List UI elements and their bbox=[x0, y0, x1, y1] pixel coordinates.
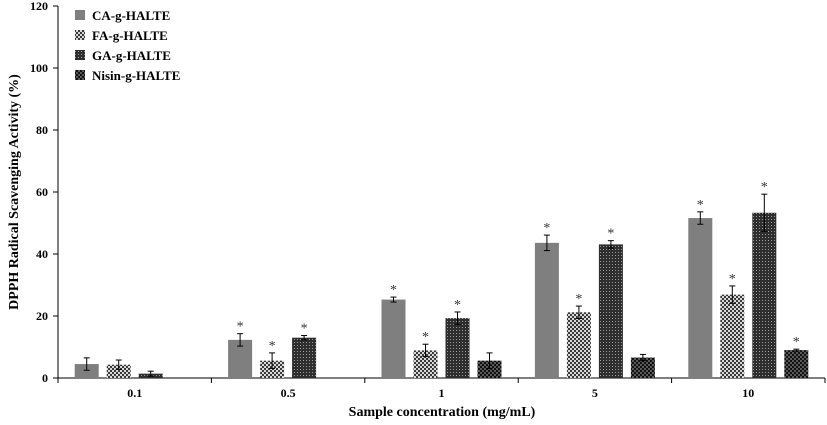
x-tick-label: 0.1 bbox=[127, 386, 142, 400]
y-tick-label: 60 bbox=[36, 185, 48, 199]
bar-ca-g-halte-10 bbox=[688, 218, 713, 378]
significance-mark: * bbox=[793, 335, 800, 350]
significance-mark: * bbox=[607, 227, 614, 242]
bar-fa-g-halte-0.5 bbox=[260, 360, 285, 378]
y-tick-label: 120 bbox=[30, 0, 48, 13]
legend-swatch bbox=[75, 70, 85, 80]
y-tick-label: 100 bbox=[30, 61, 48, 75]
y-axis-ticks: 0 20 40 60 80 100 120 bbox=[30, 0, 58, 385]
bar-nisin-g-halte-1 bbox=[477, 360, 502, 378]
bar-ca-g-halte-1 bbox=[381, 299, 406, 378]
legend-swatch bbox=[75, 30, 85, 40]
significance-mark: * bbox=[454, 298, 461, 313]
significance-mark: * bbox=[237, 320, 244, 335]
bars: * * * * * * * * * * * * * bbox=[74, 180, 809, 378]
x-tick-label: 0.5 bbox=[281, 386, 296, 400]
bar-ca-g-halte-5 bbox=[534, 242, 559, 378]
bar-ga-g-halte-1 bbox=[445, 318, 470, 378]
significance-mark: * bbox=[543, 221, 550, 236]
significance-mark: * bbox=[301, 322, 308, 337]
bar-ca-g-halte-0.1 bbox=[74, 364, 99, 378]
bar-ga-g-halte-5 bbox=[598, 244, 623, 378]
bar-nisin-g-halte-10 bbox=[784, 350, 809, 378]
significance-mark: * bbox=[269, 339, 276, 354]
bar-ga-g-halte-0.5 bbox=[292, 337, 317, 378]
significance-mark: * bbox=[390, 283, 397, 298]
legend: CA-g-HALTE FA-g-HALTE GA-g-HALTE Nisin-g-HA… bbox=[75, 8, 180, 83]
bar-fa-g-halte-5 bbox=[566, 312, 591, 378]
x-tick-label: 10 bbox=[742, 386, 754, 400]
legend-swatch bbox=[75, 50, 85, 60]
y-tick-label: 20 bbox=[36, 309, 48, 323]
y-axis-title: DPPH Radical Scavenging Activity (%) bbox=[7, 74, 22, 310]
x-tick-label: 1 bbox=[439, 386, 445, 400]
bar-nisin-g-halte-5 bbox=[630, 357, 655, 378]
y-tick-label: 40 bbox=[36, 247, 48, 261]
significance-mark: * bbox=[575, 292, 582, 307]
significance-mark: * bbox=[729, 272, 736, 287]
bar-fa-g-halte-10 bbox=[720, 294, 745, 378]
significance-mark: * bbox=[697, 198, 704, 213]
bar-ga-g-halte-10 bbox=[752, 212, 777, 378]
legend-label: GA-g-HALTE bbox=[92, 48, 171, 63]
y-tick-label: 80 bbox=[36, 123, 48, 137]
y-tick-label: 0 bbox=[42, 371, 48, 385]
significance-mark: * bbox=[422, 330, 429, 345]
legend-label: FA-g-HALTE bbox=[92, 28, 168, 43]
x-tick-label: 5 bbox=[592, 386, 598, 400]
significance-mark: * bbox=[761, 180, 768, 195]
x-axis-ticks: 0.1 0.5 1 5 10 bbox=[57, 378, 826, 400]
x-axis-title: Sample concentration (mg/mL) bbox=[349, 405, 536, 420]
legend-label: CA-g-HALTE bbox=[92, 8, 170, 23]
legend-label: Nisin-g-HALTE bbox=[92, 68, 180, 83]
bar-fa-g-halte-0.1 bbox=[106, 364, 131, 378]
legend-swatch bbox=[75, 10, 85, 20]
